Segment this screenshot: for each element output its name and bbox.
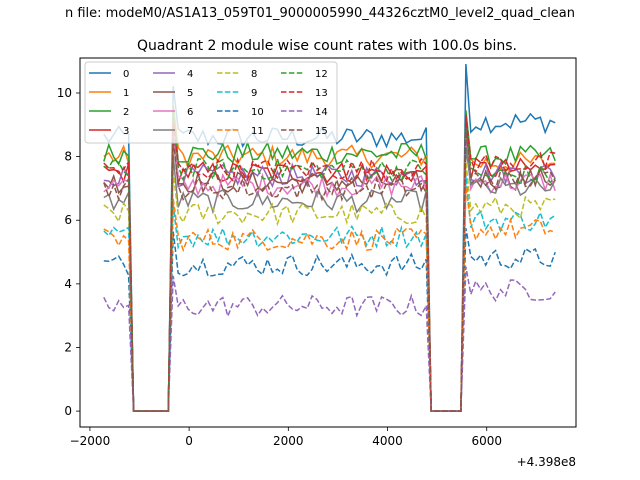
legend-label-5: 5 bbox=[187, 88, 193, 99]
legend-label-15: 15 bbox=[315, 126, 328, 137]
y-ticks: 0 2 4 6 8 10 bbox=[57, 86, 80, 418]
series-line-5 bbox=[103, 127, 556, 412]
legend-label-1: 1 bbox=[123, 88, 129, 99]
legend-label-4: 4 bbox=[187, 69, 193, 80]
series-line-9 bbox=[103, 175, 556, 412]
legend-label-13: 13 bbox=[315, 88, 328, 99]
x-tick-label: −2000 bbox=[70, 434, 111, 448]
y-tick-label: 10 bbox=[57, 86, 72, 100]
series-line-8 bbox=[103, 161, 556, 412]
x-tick-label: 0 bbox=[185, 434, 193, 448]
series-line-2 bbox=[103, 105, 556, 412]
axes-frame bbox=[79, 57, 577, 428]
legend-label-2: 2 bbox=[123, 107, 129, 118]
legend-label-12: 12 bbox=[315, 69, 328, 80]
legend-label-11: 11 bbox=[251, 126, 264, 137]
y-tick-label: 0 bbox=[64, 404, 72, 418]
legend-label-0: 0 bbox=[123, 69, 129, 80]
y-tick-label: 2 bbox=[64, 340, 72, 354]
series-line-6 bbox=[103, 133, 556, 412]
legend-label-8: 8 bbox=[251, 69, 257, 80]
x-tick-label: 6000 bbox=[471, 434, 502, 448]
y-tick-label: 4 bbox=[64, 277, 72, 291]
legend-box bbox=[84, 61, 338, 144]
series-line-14 bbox=[103, 266, 556, 412]
x-tick-label: 2000 bbox=[273, 434, 304, 448]
x-offset-text: +4.398e8 bbox=[517, 455, 576, 469]
series-line-12 bbox=[103, 120, 556, 412]
legend-label-3: 3 bbox=[123, 126, 129, 137]
legend-label-10: 10 bbox=[251, 107, 264, 118]
legend-label-9: 9 bbox=[251, 88, 257, 99]
chart-title: Quadrant 2 module wise count rates with … bbox=[137, 38, 517, 54]
legend-label-14: 14 bbox=[315, 107, 328, 118]
legend-label-6: 6 bbox=[187, 107, 193, 118]
series-line-15 bbox=[103, 127, 556, 412]
figure-suptitle: n file: modeM0/AS1A13_059T01_9000005990_… bbox=[65, 6, 575, 21]
y-tick-label: 6 bbox=[64, 213, 72, 227]
series-line-4 bbox=[103, 128, 556, 412]
series-line-3 bbox=[103, 120, 556, 412]
x-ticks: −2000 0 2000 4000 6000 bbox=[70, 427, 502, 448]
series-line-10 bbox=[103, 228, 556, 412]
series-line-13 bbox=[103, 114, 556, 412]
series-line-1 bbox=[103, 104, 556, 412]
series-layer bbox=[103, 63, 556, 412]
x-tick-label: 4000 bbox=[372, 434, 403, 448]
series-line-7 bbox=[103, 146, 556, 412]
legend-label-7: 7 bbox=[187, 126, 193, 137]
y-tick-label: 8 bbox=[64, 150, 72, 164]
